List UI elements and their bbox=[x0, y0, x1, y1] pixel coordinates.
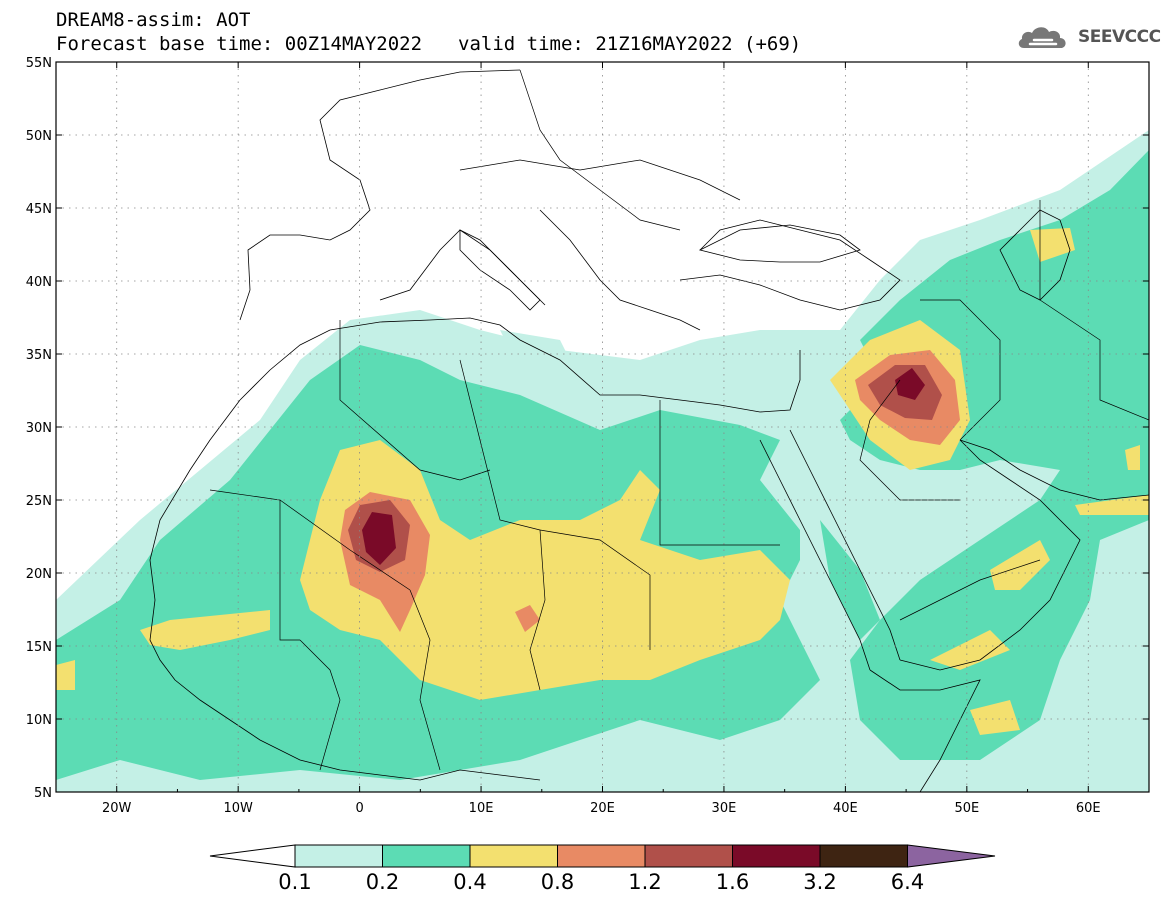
lat-label: 45N bbox=[26, 202, 52, 217]
colorbar-segment bbox=[644, 844, 733, 868]
borders bbox=[209, 69, 1149, 771]
lat-label: 35N bbox=[26, 348, 52, 363]
colorbar-label: 0.2 bbox=[366, 870, 399, 894]
seevccc-logo: SEEVCCC bbox=[1016, 22, 1161, 52]
lon-label: 60E bbox=[1076, 801, 1101, 816]
colorbar-label: 3.2 bbox=[803, 870, 836, 894]
lon-label: 40E bbox=[833, 801, 858, 816]
colorbar-low-arrow bbox=[209, 844, 296, 868]
lon-label: 20W bbox=[102, 801, 132, 816]
lat-label: 5N bbox=[34, 786, 52, 801]
lat-label: 10N bbox=[26, 713, 52, 728]
colorbar-segment bbox=[557, 844, 646, 868]
colorbar-label: 6.4 bbox=[891, 870, 924, 894]
lon-label: 50E bbox=[954, 801, 979, 816]
lat-label: 30N bbox=[26, 421, 52, 436]
lat-label: 20N bbox=[26, 567, 52, 582]
colorbar-high-arrow bbox=[907, 844, 996, 868]
map-title: DREAM8-assim: AOT bbox=[56, 9, 251, 31]
colorbar-segment bbox=[382, 844, 471, 868]
colorbar-segment bbox=[819, 844, 908, 868]
colorbar-label: 0.4 bbox=[453, 870, 486, 894]
colorbar-labels: 0.1 0.2 0.4 0.8 1.2 1.6 3.2 6.4 bbox=[278, 870, 924, 894]
colorbar-segment bbox=[469, 844, 558, 868]
colorbar-segment bbox=[732, 844, 821, 868]
lon-label: 0 bbox=[355, 801, 363, 816]
lon-label: 10W bbox=[223, 801, 253, 816]
logo-text: SEEVCCC bbox=[1078, 27, 1161, 47]
lat-label: 25N bbox=[26, 494, 52, 509]
colorbar-label: 1.6 bbox=[716, 870, 749, 894]
lat-label: 15N bbox=[26, 640, 52, 655]
longitude-labels: 20W 10W 0 10E 20E 30E 40E 50E 60E bbox=[102, 801, 1101, 816]
latitude-labels: 55N 50N 45N 40N 35N 30N 25N 20N 15N 10N 5N bbox=[26, 56, 52, 801]
lat-label: 50N bbox=[26, 129, 52, 144]
colorbar bbox=[209, 844, 996, 868]
map-ticks bbox=[55, 61, 1150, 793]
colorbar-label: 0.1 bbox=[278, 870, 311, 894]
forecast-times: Forecast base time: 00Z14MAY2022 valid ti… bbox=[56, 33, 801, 55]
colorbar-label: 0.8 bbox=[541, 870, 574, 894]
lat-label: 40N bbox=[26, 275, 52, 290]
map-grid bbox=[56, 62, 1149, 792]
valid-time: valid time: 21Z16MAY2022 (+69) bbox=[458, 33, 802, 55]
colorbar-segment bbox=[294, 844, 383, 868]
aot-field bbox=[56, 130, 1149, 792]
lon-label: 10E bbox=[469, 801, 494, 816]
coastlines bbox=[149, 69, 1149, 792]
lat-label: 55N bbox=[26, 56, 52, 71]
colorbar-label: 1.2 bbox=[628, 870, 661, 894]
lon-label: 20E bbox=[590, 801, 615, 816]
aot-level-1-6 bbox=[362, 368, 925, 565]
lon-label: 30E bbox=[712, 801, 737, 816]
cloud-icon bbox=[1018, 27, 1066, 48]
base-time: Forecast base time: 00Z14MAY2022 bbox=[56, 33, 423, 55]
